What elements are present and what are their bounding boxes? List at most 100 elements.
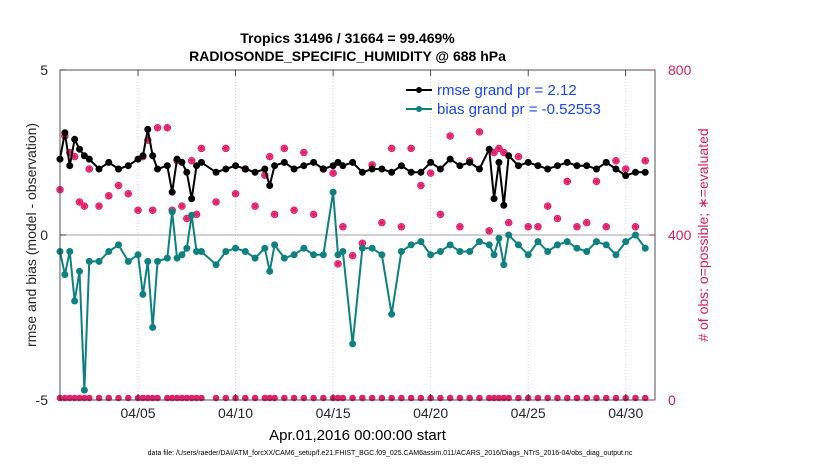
obs-baseline-marker xyxy=(456,394,464,402)
obs-possible-marker xyxy=(612,156,620,165)
obs-baseline-marker xyxy=(281,394,288,402)
rmse-point xyxy=(197,158,205,166)
bias-point xyxy=(183,244,191,252)
obs-possible-marker xyxy=(148,206,157,215)
obs-baseline-marker xyxy=(300,394,308,402)
obs-evaluated-marker xyxy=(612,157,619,164)
obs-baseline-marker xyxy=(222,394,230,402)
rmse-point xyxy=(490,195,498,203)
rmse-point xyxy=(193,162,201,170)
obs-possible-marker xyxy=(183,214,191,223)
bias-point xyxy=(124,257,132,265)
obs-evaluated-marker xyxy=(369,161,376,168)
bias-point xyxy=(212,261,220,269)
rmse-point xyxy=(115,165,123,173)
obs-baseline-marker xyxy=(476,394,483,402)
rmse-point xyxy=(622,172,630,180)
rmse-point xyxy=(212,168,220,176)
x-tick-label: 04/20 xyxy=(413,405,448,421)
bias-point xyxy=(553,241,561,249)
obs-baseline-marker xyxy=(154,394,161,402)
obs-evaluated-marker xyxy=(505,219,512,226)
rmse-point xyxy=(300,162,308,170)
bias-point xyxy=(280,254,288,262)
obs-possible-marker xyxy=(300,148,308,157)
obs-evaluated-marker xyxy=(437,211,444,218)
obs-baseline-marker xyxy=(105,394,113,402)
obs-baseline-marker xyxy=(466,394,473,402)
rmse-point xyxy=(124,162,132,170)
obs-baseline-marker xyxy=(388,394,395,402)
obs-baseline-marker xyxy=(212,394,220,402)
obs-baseline-marker xyxy=(515,394,522,402)
y-axis-label-left: rmse and bias (model - observation) xyxy=(23,123,39,347)
obs-baseline-marker xyxy=(612,394,620,402)
obs-evaluated-marker xyxy=(115,182,122,189)
obs-evaluated-marker xyxy=(66,149,73,156)
obs-evaluated-marker xyxy=(417,182,424,189)
bias-point xyxy=(319,251,327,259)
bias-point xyxy=(149,323,157,331)
obs-evaluated-marker xyxy=(359,240,366,247)
obs-evaluated-marker xyxy=(178,203,185,210)
rmse-point xyxy=(66,162,74,170)
rmse-point xyxy=(573,162,581,170)
obs-evaluated-marker xyxy=(149,207,156,214)
obs-evaluated-marker xyxy=(349,252,356,259)
obs-evaluated-marker xyxy=(427,170,434,177)
obs-evaluated-marker xyxy=(261,172,268,179)
bias-point xyxy=(85,257,93,265)
right-tick-label: 0 xyxy=(668,392,676,408)
bias-point xyxy=(485,241,493,249)
obs-baseline-marker xyxy=(320,394,327,402)
rmse-point xyxy=(154,165,162,173)
obs-possible-marker xyxy=(265,152,274,161)
obs-possible-marker xyxy=(417,181,425,190)
bias-point xyxy=(66,248,74,255)
bias-point xyxy=(427,251,435,259)
obs-evaluated-marker xyxy=(495,145,502,152)
bias-point xyxy=(266,267,274,275)
obs-evaluated-marker xyxy=(164,124,171,131)
obs-possible-marker xyxy=(563,177,572,186)
obs-possible-marker xyxy=(80,202,89,210)
footnote: data file: /Users/raeder/DAI/ATM_forcXX/… xyxy=(147,450,633,457)
obs-possible-marker xyxy=(163,123,172,132)
bias-point xyxy=(329,188,337,196)
bias-point xyxy=(339,248,347,255)
obs-possible-marker xyxy=(426,169,435,177)
rmse-point xyxy=(631,168,639,176)
obs-possible-marker xyxy=(280,144,289,153)
obs-baseline-marker xyxy=(534,394,542,402)
obs-evaluated-marker xyxy=(135,207,142,214)
obs-evaluated-marker xyxy=(281,145,288,152)
rmse-point xyxy=(76,145,84,153)
bias-point xyxy=(417,238,425,246)
obs-baseline-marker xyxy=(407,394,415,402)
obs-evaluated-marker xyxy=(378,219,385,226)
obs-possible-marker xyxy=(222,144,230,153)
bias-point xyxy=(495,234,503,242)
bias-point xyxy=(334,251,342,259)
obs-possible-marker xyxy=(500,148,508,157)
rmse-point xyxy=(553,162,561,170)
bias-point xyxy=(154,257,162,265)
bias-point xyxy=(490,251,498,259)
obs-evaluated-marker xyxy=(583,219,590,226)
obs-evaluated-marker xyxy=(398,223,405,230)
bias-point xyxy=(475,238,483,246)
obs-baseline-marker xyxy=(554,394,561,402)
bias-point xyxy=(500,261,508,269)
obs-baseline-marker xyxy=(271,394,278,402)
rmse-point xyxy=(602,158,610,166)
bias-point xyxy=(602,241,610,249)
obs-possible-marker xyxy=(104,192,113,200)
rmse-point xyxy=(271,162,279,170)
obs-baseline-marker xyxy=(198,394,205,402)
rmse-point xyxy=(563,158,571,166)
obs-possible-marker xyxy=(436,210,445,219)
bias-point xyxy=(563,238,571,246)
right-tick-label: 400 xyxy=(668,227,692,243)
obs-evaluated-marker xyxy=(232,190,239,197)
obs-possible-marker xyxy=(407,144,415,153)
